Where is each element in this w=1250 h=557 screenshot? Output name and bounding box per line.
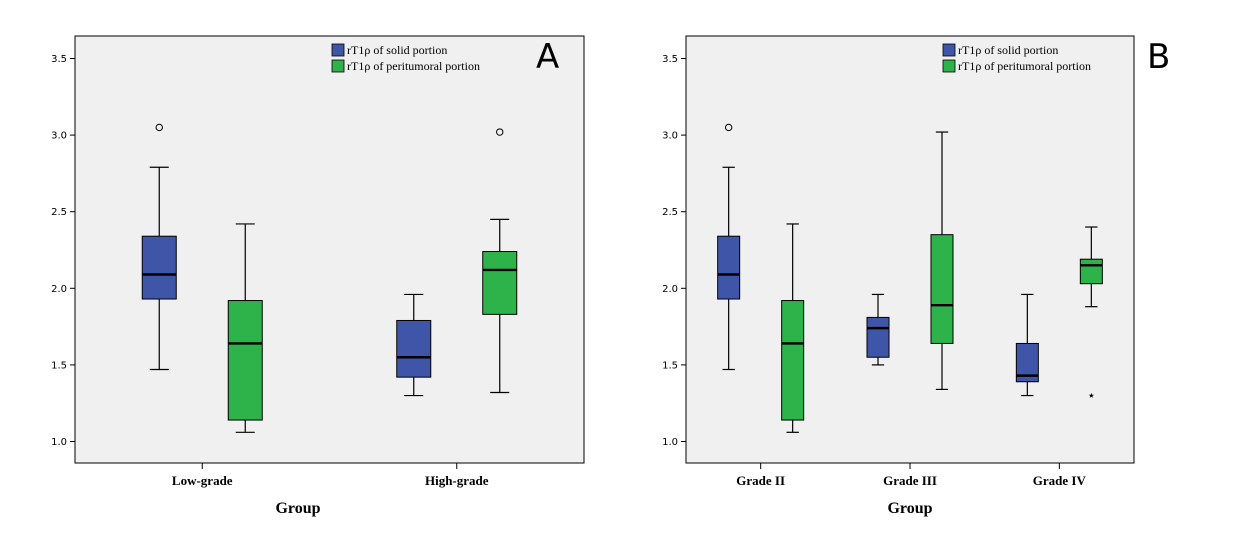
box-iqr <box>930 234 954 344</box>
box-peritumoral-grade-ii <box>781 223 805 433</box>
box-iqr <box>141 235 177 300</box>
y-tick-label: 1.5 <box>51 360 67 371</box>
legend-swatch-peritumoral <box>331 59 345 73</box>
outlier-point <box>155 123 163 132</box>
box-solid-grade-iii <box>866 293 890 366</box>
box-iqr <box>1079 258 1103 285</box>
y-tick-label: 3.0 <box>662 131 678 142</box>
box-iqr <box>227 300 263 421</box>
y-tick-label: 3.5 <box>662 54 678 65</box>
y-tick-label: 3.0 <box>51 131 67 142</box>
box-iqr <box>717 235 741 300</box>
panel-label-b: B <box>1147 37 1170 77</box>
box-solid-grade-ii <box>717 123 741 371</box>
box-peritumoral-low-grade <box>227 223 263 433</box>
legend-label-peritumoral: rT1ρ of peritumoral portion <box>347 59 480 73</box>
panel-b: 1.0 1.5 2.0 2.5 3.0 3.5 Grade II Grade III Grade… <box>662 54 1103 488</box>
box-iqr <box>781 300 805 421</box>
y-tick-label: 3.5 <box>51 54 67 65</box>
y-tick-label: 2.0 <box>662 284 678 295</box>
y-tick-label: 2.0 <box>51 284 67 295</box>
legend-swatch-solid <box>942 43 956 57</box>
panel-label-a: A <box>536 37 559 77</box>
box-solid-grade-iv <box>1015 293 1039 397</box>
box-iqr <box>482 251 518 315</box>
y-tick-label: 1.0 <box>662 437 678 448</box>
box-peritumoral-grade-iv: ⋆ <box>1079 226 1103 404</box>
x-axis-title-a: Group <box>275 500 320 517</box>
legend-swatch-solid <box>331 43 345 57</box>
legend-label-solid: rT1ρ of solid portion <box>347 43 447 57</box>
y-tick-label: 1.0 <box>51 437 67 448</box>
y-tick-label: 2.5 <box>51 207 67 218</box>
box-iqr <box>1015 342 1039 383</box>
x-tick-label: Grade IV <box>1033 473 1087 488</box>
y-tick-label: 1.5 <box>662 360 678 371</box>
x-axis-title-b: Group <box>887 500 932 517</box>
outlier-point <box>496 128 504 136</box>
x-tick-label: Low-grade <box>172 473 233 488</box>
box-iqr <box>866 316 890 358</box>
legend-label-solid: rT1ρ of solid portion <box>958 43 1058 57</box>
legend-label-peritumoral: rT1ρ of peritumoral portion <box>958 59 1091 73</box>
x-tick-label: High-grade <box>425 473 489 488</box>
y-tick-label: 2.5 <box>662 207 678 218</box>
legend-a: rT1ρ of solid portion rT1ρ of peritumora… <box>331 43 480 73</box>
panel-a: 1.0 1.5 2.0 2.5 3.0 3.5 Low-grade High-grade <box>51 54 518 488</box>
plot-area-b <box>685 35 1135 464</box>
outlier-extreme: ⋆ <box>1087 388 1096 404</box>
x-tick-label: Grade II <box>736 473 785 488</box>
legend-b: rT1ρ of solid portion rT1ρ of peritumora… <box>942 43 1091 73</box>
box-solid-high-grade <box>396 293 432 397</box>
box-solid-low-grade <box>141 123 177 371</box>
box-peritumoral-high-grade <box>482 128 518 394</box>
box-iqr <box>396 319 432 378</box>
box-peritumoral-grade-iii <box>930 131 954 391</box>
x-tick-label: Grade III <box>883 473 937 488</box>
legend-swatch-peritumoral <box>942 59 956 73</box>
outlier-point <box>724 123 733 132</box>
